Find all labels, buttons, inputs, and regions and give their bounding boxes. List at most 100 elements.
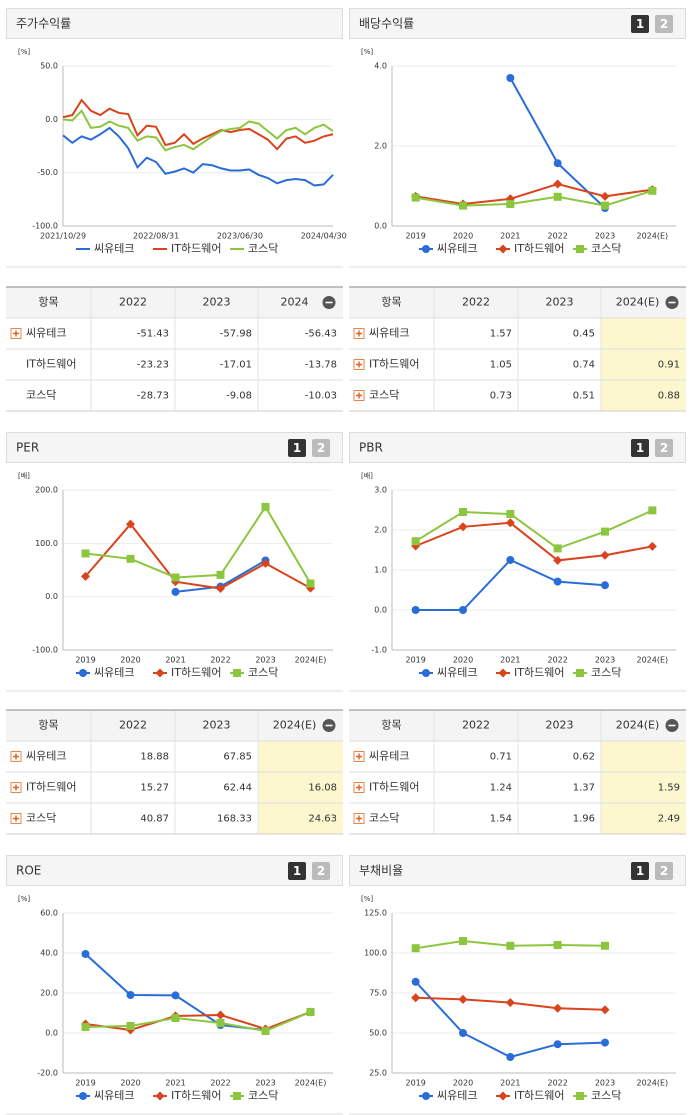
marker (422, 245, 430, 253)
y-unit: [%] (18, 48, 30, 56)
pager-button[interactable] (631, 862, 649, 880)
marker (81, 1023, 90, 1031)
row-label: IT하드웨어 (369, 357, 419, 371)
cell-value: -28.73 (137, 391, 169, 402)
marker (79, 669, 87, 677)
legend-label: 코스닥 (591, 666, 621, 679)
x-tick-label: 2023 (595, 1079, 615, 1088)
pager-button[interactable] (288, 439, 306, 457)
row-label: IT하드웨어 (26, 357, 76, 371)
row-label: 코스닥 (26, 389, 56, 402)
legend-label: IT하드웨어 (514, 241, 564, 255)
y-tick-label: 0.0 (45, 1029, 58, 1038)
cell-value: 67.85 (223, 752, 252, 763)
marker (171, 991, 180, 1000)
marker (411, 537, 420, 546)
pager-label[interactable]: 2 (660, 17, 668, 31)
pager-button[interactable] (312, 439, 330, 457)
row-label: 코스닥 (369, 812, 399, 825)
y-tick-label: -100.0 (32, 222, 58, 231)
column-header: 2024 (281, 296, 309, 309)
marker (498, 668, 508, 678)
marker (126, 554, 135, 563)
y-tick-label: -50.0 (37, 168, 58, 177)
column-header: 2022 (119, 719, 147, 732)
pager-button[interactable] (631, 439, 649, 457)
marker (411, 944, 420, 953)
cell-value: 1.59 (658, 783, 680, 794)
x-tick-label: 2019 (405, 656, 425, 665)
y-tick-label: 100.0 (35, 539, 58, 548)
cell-value: 0.45 (573, 329, 595, 340)
marker (459, 606, 467, 614)
legend-label: 코스닥 (248, 1089, 278, 1102)
marker (498, 244, 508, 254)
pager-label[interactable]: 2 (660, 864, 668, 878)
marker (601, 201, 609, 210)
cell-value: 40.87 (140, 814, 169, 825)
pager-button[interactable] (312, 862, 330, 880)
pager-label[interactable]: 1 (636, 17, 644, 31)
marker (553, 1040, 562, 1049)
marker (505, 518, 515, 528)
marker (411, 977, 420, 986)
pager-label[interactable]: 1 (293, 864, 301, 878)
column-header: 2022 (119, 296, 147, 309)
y-unit: [%] (361, 48, 373, 56)
y-tick-label: 2.0 (374, 142, 387, 151)
x-tick-label: 2022/08/31 (133, 232, 179, 241)
pager-label[interactable]: 1 (636, 864, 644, 878)
y-unit: [%] (361, 895, 373, 903)
pager-button[interactable] (655, 15, 673, 33)
x-tick-label: 2020 (453, 232, 473, 241)
pager-button[interactable] (288, 862, 306, 880)
x-tick-label: 2022 (547, 232, 567, 241)
marker (506, 556, 515, 564)
pager-label[interactable]: 1 (636, 441, 644, 455)
legend-label: IT하드웨어 (514, 665, 564, 679)
x-tick-label: 2024(E) (637, 1079, 669, 1088)
pager-button[interactable] (631, 15, 649, 33)
row-label: 씨유테크 (26, 750, 66, 763)
cell-value: 24.63 (308, 814, 337, 825)
y-tick-label: 0.0 (45, 115, 58, 124)
pager-label[interactable]: 2 (317, 441, 325, 455)
pager-label[interactable]: 2 (317, 864, 325, 878)
marker (306, 579, 315, 588)
marker (553, 159, 562, 168)
row-label: 코스닥 (26, 812, 56, 825)
marker (576, 1092, 584, 1100)
cell-value: 16.08 (308, 783, 337, 794)
panel-title: PER (16, 441, 39, 455)
expand-icon (356, 361, 362, 368)
pager-label[interactable]: 2 (660, 441, 668, 455)
panel-title: 주가수익률 (16, 17, 71, 31)
marker (506, 510, 515, 518)
column-header: 2022 (462, 296, 490, 309)
pager-button[interactable] (655, 439, 673, 457)
series-line (415, 558, 606, 611)
x-tick-label: 2024(E) (295, 656, 327, 665)
marker (155, 1091, 165, 1101)
marker (459, 937, 467, 945)
cell-value: 1.24 (490, 783, 512, 794)
cell-value: 0.71 (490, 752, 512, 763)
marker (233, 669, 241, 677)
pager-button[interactable] (655, 862, 673, 880)
marker (155, 668, 165, 678)
marker (458, 522, 468, 532)
expand-icon (356, 784, 362, 791)
y-tick-label: 25.0 (369, 1069, 387, 1078)
column-header: 2023 (546, 719, 574, 732)
marker (411, 993, 421, 1003)
marker (506, 1053, 515, 1061)
y-tick-label: 3.0 (374, 486, 387, 495)
x-tick-label: 2021 (165, 1079, 185, 1088)
panel-title: 부채비율 (359, 864, 403, 878)
x-tick-label: 2021/10/29 (40, 232, 86, 241)
y-tick-label: -20.0 (37, 1069, 58, 1078)
x-tick-label: 2021 (500, 656, 520, 665)
expand-icon (356, 330, 362, 337)
pager-label[interactable]: 1 (293, 441, 301, 455)
x-tick-label: 2019 (75, 656, 95, 665)
